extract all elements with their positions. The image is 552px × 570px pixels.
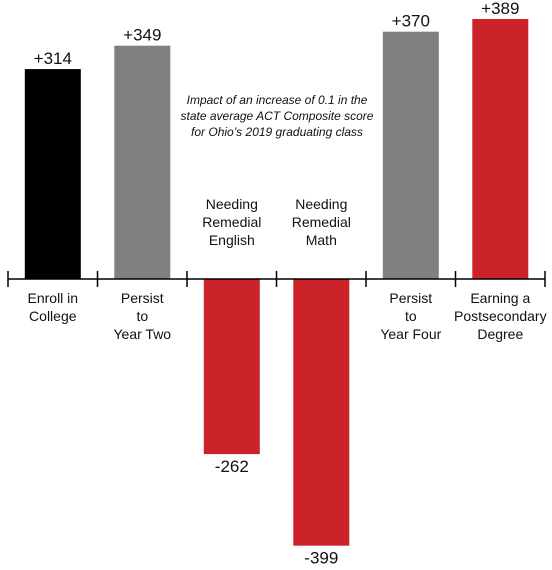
annotation-line: for Ohio’s 2019 graduating class — [191, 125, 363, 139]
category-label-line: Remedial — [202, 214, 261, 230]
category-label-line: Persist — [121, 290, 164, 306]
category-label-line: Persist — [389, 290, 432, 306]
category-label-line: Needing — [295, 196, 347, 212]
category-label-line: to — [136, 308, 148, 324]
category-label-line: Year Two — [113, 326, 171, 342]
annotation-line: Impact of an increase of 0.1 in the — [187, 93, 368, 107]
category-label-line: Year Four — [380, 326, 441, 342]
value-label-6: +389 — [481, 0, 519, 18]
category-label-6: Earning a Postsecondary Degree — [454, 290, 547, 342]
bar-6 — [472, 19, 529, 279]
category-label-5: Persist to Year Four — [380, 290, 441, 342]
bar-2 — [114, 45, 171, 280]
bar-1 — [24, 69, 81, 279]
value-label-3: -262 — [215, 457, 249, 476]
category-label-2: Persist to Year Two — [113, 290, 171, 342]
category-label-line: College — [29, 308, 77, 324]
category-label-line: English — [209, 232, 255, 248]
bars-layer — [24, 19, 529, 546]
category-label-line: Needing — [206, 196, 258, 212]
category-label-3: Needing Remedial English — [202, 196, 261, 248]
chart-annotation: Impact of an increase of 0.1 in the state… — [181, 93, 374, 139]
category-label-line: Postsecondary — [454, 308, 547, 324]
bar-3 — [203, 279, 260, 455]
category-label-4: Needing Remedial Math — [292, 196, 351, 248]
annotation-line: state average ACT Composite score — [181, 109, 374, 123]
value-label-2: +349 — [123, 26, 161, 45]
axis-layer — [7, 271, 546, 287]
category-label-line: Earning a — [470, 290, 530, 306]
category-label-line: Math — [306, 232, 337, 248]
value-label-1: +314 — [34, 49, 72, 68]
category-label-line: Degree — [477, 326, 523, 342]
value-label-5: +370 — [392, 12, 430, 31]
bar-4 — [293, 279, 350, 546]
labels-layer: +314 Enroll in College +349 Persist to Year Tw… — [28, 0, 547, 568]
value-label-4: -399 — [304, 549, 338, 568]
category-label-1: Enroll in College — [28, 290, 79, 324]
category-label-line: Enroll in — [28, 290, 79, 306]
bar-5 — [382, 31, 439, 280]
category-label-line: Remedial — [292, 214, 351, 230]
category-label-line: to — [405, 308, 417, 324]
